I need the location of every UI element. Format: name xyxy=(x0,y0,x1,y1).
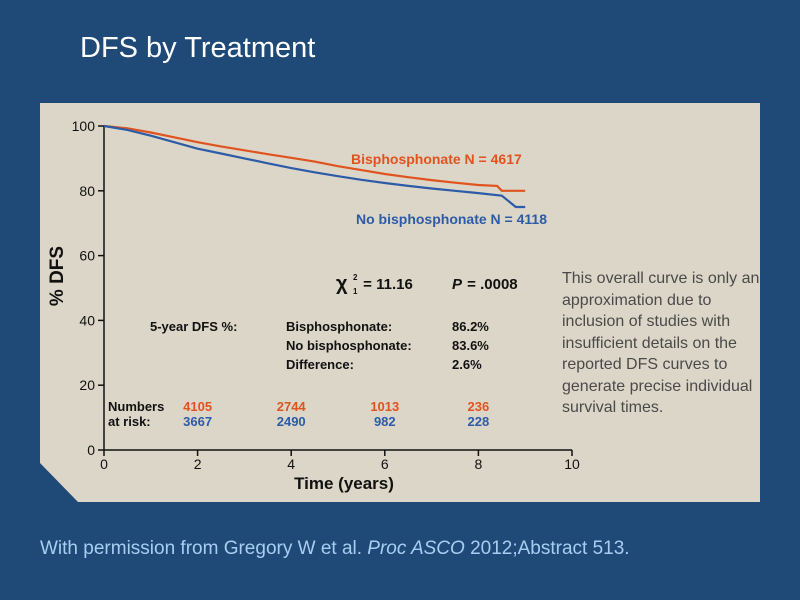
caption-citation: 2012;Abstract 513. xyxy=(464,538,630,559)
dfs-row-label: Difference: xyxy=(286,357,354,372)
risk-count-bisphosphonate: 2744 xyxy=(277,399,307,414)
x-tick-label: 4 xyxy=(287,456,295,472)
y-axis-label: % DFS xyxy=(47,246,68,306)
dfs-row-value: 2.6% xyxy=(452,357,482,372)
caption-journal: Proc ASCO xyxy=(367,538,465,559)
x-tick-label: 10 xyxy=(564,456,580,472)
chi-superscript: 2 xyxy=(353,273,358,282)
p-label: P xyxy=(452,276,463,293)
p-value: = .0008 xyxy=(463,276,518,293)
approximation-note: This overall curve is only an approximat… xyxy=(562,270,760,416)
series-lines xyxy=(103,124,526,209)
x-tick-label: 2 xyxy=(194,456,202,472)
dfs-header: 5-year DFS %: xyxy=(150,319,237,334)
y-tick-label: 100 xyxy=(72,118,96,134)
risk-count-bisphosphonate: 236 xyxy=(468,399,490,414)
x-tick-label: 8 xyxy=(475,456,483,472)
axes xyxy=(98,125,573,456)
risk-count-no-bisphosphonate: 2490 xyxy=(277,414,306,429)
chi-value: = 11.16 xyxy=(359,276,413,293)
risk-count-no-bisphosphonate: 3667 xyxy=(183,414,212,429)
dfs-row-label: Bisphosphonate: xyxy=(286,319,392,334)
risk-count-bisphosphonate: 1013 xyxy=(370,399,399,414)
y-tick-label: 80 xyxy=(79,183,95,199)
chi-symbol: χ xyxy=(336,273,348,295)
slide-title: DFS by Treatment xyxy=(80,32,316,64)
dfs-row-label: No bisphosphonate: xyxy=(286,338,412,353)
y-tick-label: 60 xyxy=(79,248,95,264)
dfs-row-value: 83.6% xyxy=(452,338,489,353)
risk-count-no-bisphosphonate: 982 xyxy=(374,414,396,429)
risk-label-line1: Numbers xyxy=(108,399,164,414)
series-label-bisphosphonate: Bisphosphonate N = 4617 xyxy=(351,151,522,167)
y-tick-label: 40 xyxy=(79,312,95,328)
chi-subscript: 1 xyxy=(353,287,358,296)
risk-label-line2: at risk: xyxy=(108,414,151,429)
x-tick-label: 0 xyxy=(100,456,108,472)
tick-labels: 0 20 40 60 80 100 0 2 4 6 8 10 xyxy=(72,118,580,472)
risk-count-no-bisphosphonate: 228 xyxy=(468,414,490,429)
x-axis-label: Time (years) xyxy=(294,474,394,493)
y-tick-label: 0 xyxy=(87,442,95,458)
source-caption: With permission from Gregory W et al. Pr… xyxy=(40,538,630,560)
dfs-row-value: 86.2% xyxy=(452,319,489,334)
risk-count-bisphosphonate: 4105 xyxy=(183,399,212,414)
y-tick-label: 20 xyxy=(79,377,95,393)
series-line-no-bisphosphonate xyxy=(103,124,526,209)
chart-panel xyxy=(40,103,760,502)
caption-text: With permission from Gregory W et al. xyxy=(40,538,368,559)
x-tick-label: 6 xyxy=(381,456,389,472)
series-line-bisphosphonate xyxy=(103,124,526,192)
series-label-no-bisphosphonate: No bisphosphonate N = 4118 xyxy=(356,211,547,227)
